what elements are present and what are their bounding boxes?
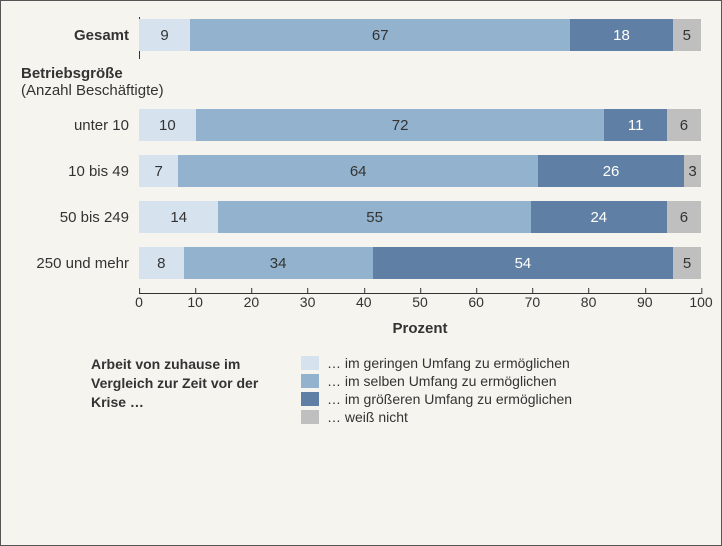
bar-segment-groesser: 18 <box>570 19 672 51</box>
legend-swatch <box>301 374 319 388</box>
legend-label: … im selben Umfang zu ermöglichen <box>327 373 557 389</box>
bar-segment-weissnicht: 5 <box>673 19 701 51</box>
section-header-sub: (Anzahl Beschäftigte) <box>21 82 701 99</box>
bar-segment-selben: 55 <box>218 201 530 233</box>
bar-segment-weissnicht: 6 <box>667 109 701 141</box>
row-label: 10 bis 49 <box>21 163 139 180</box>
axis-tick: 10 <box>187 294 203 310</box>
bar-segment-groesser: 54 <box>373 247 673 279</box>
bar-row: 50 bis 249 1455246 <box>21 201 701 233</box>
bar: 1072116 <box>139 109 701 141</box>
row-label: unter 10 <box>21 117 139 134</box>
bar-segment-gering: 10 <box>139 109 196 141</box>
legend-item: … im selben Umfang zu ermöglichen <box>301 373 701 389</box>
bar-segment-weissnicht: 5 <box>673 247 701 279</box>
bar-segment-gering: 14 <box>139 201 218 233</box>
axis-tick: 90 <box>637 294 653 310</box>
bar-segment-gering: 9 <box>139 19 190 51</box>
bar-segment-gering: 8 <box>139 247 184 279</box>
axis-tick: 40 <box>356 294 372 310</box>
legend-swatch <box>301 410 319 424</box>
axis-tick: 100 <box>689 294 712 310</box>
axis-tick: 60 <box>468 294 484 310</box>
legend-swatch <box>301 392 319 406</box>
bar-segment-selben: 67 <box>190 19 570 51</box>
bar: 1455246 <box>139 201 701 233</box>
section-header: Betriebsgröße (Anzahl Beschäftigte) <box>21 65 701 99</box>
axis-label: Prozent <box>139 320 701 337</box>
bar-segment-weissnicht: 6 <box>667 201 701 233</box>
axis-tick: 80 <box>581 294 597 310</box>
section-header-main: Betriebsgröße <box>21 65 701 82</box>
bar-row: 250 und mehr 834545 <box>21 247 701 279</box>
x-axis: 0102030405060708090100 Prozent <box>139 293 701 337</box>
bar-segment-groesser: 26 <box>538 155 684 187</box>
legend: Arbeit von zuhause im Vergleich zur Zeit… <box>21 355 701 427</box>
row-label-total: Gesamt <box>21 27 139 44</box>
axis-tick: 20 <box>244 294 260 310</box>
legend-label: … im größeren Umfang zu ermöglichen <box>327 391 572 407</box>
bar-segment-weissnicht: 3 <box>684 155 701 187</box>
bar-segment-groesser: 24 <box>531 201 667 233</box>
axis-tick: 70 <box>525 294 541 310</box>
bar: 764263 <box>139 155 701 187</box>
bar-total: 967185 <box>139 19 701 51</box>
row-label: 250 und mehr <box>21 255 139 272</box>
bar-row: 10 bis 49 764263 <box>21 155 701 187</box>
legend-title: Arbeit von zuhause im Vergleich zur Zeit… <box>91 355 301 427</box>
bar-segment-selben: 64 <box>178 155 538 187</box>
axis-tick: 30 <box>300 294 316 310</box>
bar-segment-gering: 7 <box>139 155 178 187</box>
legend-item: … im geringen Umfang zu ermöglichen <box>301 355 701 371</box>
legend-item: … weiß nicht <box>301 409 701 425</box>
rows-block: unter 10 1072116 10 bis 49 764263 50 bis… <box>21 109 701 279</box>
bar-segment-selben: 34 <box>184 247 373 279</box>
axis-tick: 0 <box>135 294 143 310</box>
legend-label: … im geringen Umfang zu ermöglichen <box>327 355 570 371</box>
row-label: 50 bis 249 <box>21 209 139 226</box>
legend-items: … im geringen Umfang zu ermöglichen … im … <box>301 355 701 427</box>
legend-swatch <box>301 356 319 370</box>
bar-row-total: Gesamt 967185 <box>21 19 701 51</box>
bar-segment-selben: 72 <box>196 109 605 141</box>
legend-label: … weiß nicht <box>327 409 408 425</box>
axis-ticks: 0102030405060708090100 <box>139 294 701 318</box>
legend-item: … im größeren Umfang zu ermöglichen <box>301 391 701 407</box>
axis-tick: 50 <box>412 294 428 310</box>
bar: 834545 <box>139 247 701 279</box>
bar-row: unter 10 1072116 <box>21 109 701 141</box>
bar-segment-groesser: 11 <box>604 109 666 141</box>
chart-container: Gesamt 967185 Betriebsgröße (Anzahl Besc… <box>0 0 722 546</box>
